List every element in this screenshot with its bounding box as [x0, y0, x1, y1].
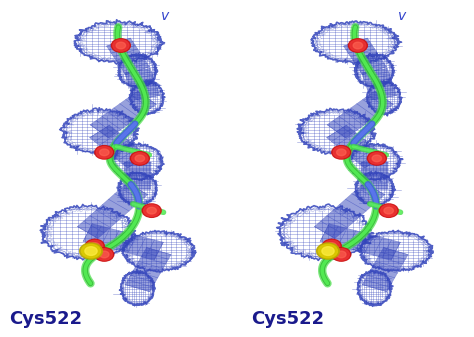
Circle shape [82, 244, 100, 258]
Circle shape [95, 146, 114, 159]
Circle shape [333, 249, 349, 260]
Circle shape [111, 39, 130, 52]
Circle shape [87, 240, 103, 252]
Polygon shape [124, 162, 151, 189]
Circle shape [100, 251, 109, 258]
Circle shape [337, 251, 346, 258]
Text: v: v [161, 9, 169, 23]
Circle shape [317, 243, 339, 259]
Polygon shape [90, 125, 147, 168]
Polygon shape [125, 247, 171, 292]
Circle shape [80, 243, 102, 259]
Circle shape [130, 152, 149, 165]
Polygon shape [125, 68, 160, 100]
Circle shape [327, 243, 337, 249]
Circle shape [96, 249, 112, 260]
Circle shape [367, 152, 386, 165]
Circle shape [96, 147, 112, 158]
Polygon shape [107, 38, 149, 75]
Circle shape [135, 155, 145, 162]
Circle shape [319, 244, 337, 258]
Circle shape [142, 204, 161, 217]
Circle shape [322, 239, 341, 253]
Text: Cys522: Cys522 [251, 309, 324, 328]
Circle shape [132, 153, 148, 164]
Circle shape [147, 207, 156, 214]
Polygon shape [362, 247, 408, 292]
Circle shape [337, 149, 346, 156]
Circle shape [381, 205, 397, 216]
Circle shape [144, 205, 160, 216]
Circle shape [113, 40, 129, 51]
Circle shape [332, 146, 351, 159]
Circle shape [369, 153, 385, 164]
Polygon shape [83, 224, 164, 260]
Polygon shape [344, 38, 386, 75]
Circle shape [353, 42, 363, 49]
Circle shape [372, 155, 382, 162]
Circle shape [384, 207, 393, 214]
Text: v: v [398, 9, 406, 23]
Circle shape [90, 243, 100, 249]
Circle shape [324, 240, 340, 252]
Circle shape [332, 248, 351, 261]
Circle shape [350, 40, 366, 51]
Circle shape [333, 147, 349, 158]
Polygon shape [361, 162, 388, 189]
Polygon shape [314, 183, 385, 239]
Circle shape [322, 247, 334, 255]
Text: Cys522: Cys522 [9, 309, 82, 328]
Circle shape [116, 42, 126, 49]
Circle shape [379, 204, 398, 217]
Circle shape [95, 248, 114, 261]
Polygon shape [327, 125, 384, 168]
Polygon shape [320, 224, 401, 260]
Circle shape [348, 39, 367, 52]
Circle shape [85, 239, 104, 253]
Polygon shape [90, 91, 156, 138]
Circle shape [100, 149, 109, 156]
Circle shape [85, 247, 97, 255]
Polygon shape [327, 91, 393, 138]
Polygon shape [77, 183, 148, 239]
Polygon shape [362, 68, 397, 100]
